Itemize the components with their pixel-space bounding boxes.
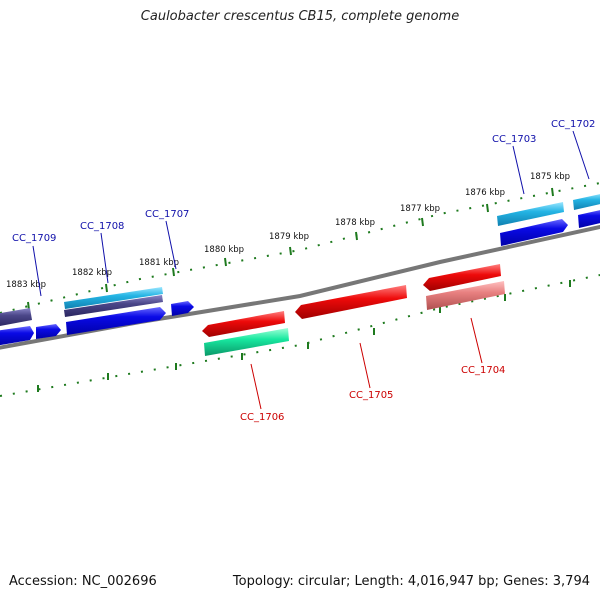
tick-label: 1881 kbp: [139, 258, 179, 268]
gene-arrow[interactable]: [497, 202, 564, 226]
ruler-tick: [486, 203, 489, 213]
gene-arrow[interactable]: [500, 219, 568, 246]
gene-arrow[interactable]: [36, 324, 61, 339]
gene-label-cc-1702[interactable]: CC_1702: [551, 119, 595, 130]
gene-arrow[interactable]: [204, 328, 289, 356]
ruler-tick: [289, 246, 292, 256]
gene-label-cc-1707[interactable]: CC_1707: [145, 209, 189, 220]
ruler-tick: [224, 257, 227, 267]
tick-label: 1876 kbp: [465, 188, 505, 198]
outer-ruler: [0, 182, 600, 314]
tick-label: 1875 kbp: [530, 172, 570, 182]
reverse-strand-features: [202, 264, 505, 356]
page-title: Caulobacter crescentus CB15, complete ge…: [140, 9, 460, 24]
tick-label: 1878 kbp: [335, 218, 375, 228]
gene-label-cc-1703[interactable]: CC_1703: [492, 134, 536, 145]
gene-label-cc-1709[interactable]: CC_1709: [12, 233, 56, 244]
tick-label: 1877 kbp: [400, 204, 440, 214]
tick-label: 1879 kbp: [269, 232, 309, 242]
gene-arrow[interactable]: [295, 285, 407, 319]
ruler-tick: [421, 217, 424, 227]
reverse-leaders: [250, 317, 483, 410]
accession-label: Accession: NC_002696: [9, 574, 157, 589]
gene-arrow[interactable]: [0, 308, 32, 327]
gene-arrow[interactable]: [426, 281, 505, 310]
ruler-tick: [355, 231, 358, 241]
gene-arrow[interactable]: [66, 307, 166, 335]
gene-arrow[interactable]: [202, 311, 285, 337]
ruler-tick: [172, 267, 175, 277]
gene-label-cc-1704[interactable]: CC_1704: [461, 365, 505, 376]
tick-label: 1882 kbp: [72, 268, 112, 278]
gene-arrow[interactable]: [64, 287, 163, 309]
inner-ruler: [0, 274, 600, 397]
gene-arrow[interactable]: [578, 209, 600, 228]
tick-label: 1880 kbp: [204, 245, 244, 255]
gene-label-cc-1706[interactable]: CC_1706: [240, 412, 284, 423]
ruler-tick: [105, 283, 108, 293]
gene-arrow[interactable]: [573, 193, 600, 210]
genome-summary: Topology: circular; Length: 4,016,947 bp…: [232, 574, 590, 589]
gene-arrow[interactable]: [423, 264, 501, 291]
gene-arrow[interactable]: [0, 326, 34, 346]
gene-arrow[interactable]: [171, 301, 194, 316]
tick-label: 1883 kbp: [6, 280, 46, 290]
forward-strand-features: [0, 193, 600, 346]
gene-label-cc-1708[interactable]: CC_1708: [80, 221, 124, 232]
forward-leaders: [32, 130, 590, 297]
ruler-tick: [551, 187, 554, 197]
gene-arrow[interactable]: [64, 295, 163, 317]
gene-label-cc-1705[interactable]: CC_1705: [349, 390, 393, 401]
